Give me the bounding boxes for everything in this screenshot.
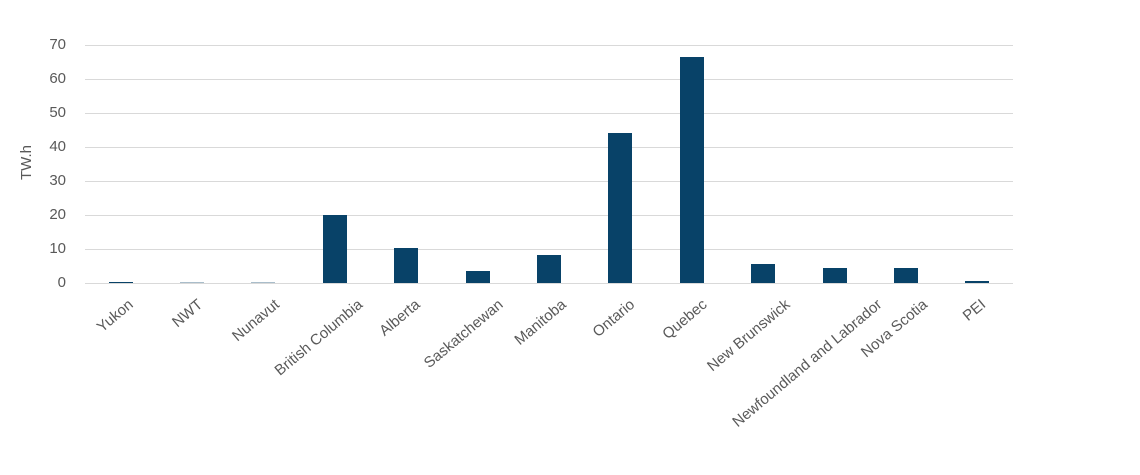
x-tick-label: Alberta	[376, 296, 424, 340]
bar	[109, 282, 133, 283]
x-tick-label: Quebec	[659, 296, 711, 343]
x-tick-label: Saskatchewan	[420, 296, 507, 372]
y-tick-label: 50	[49, 104, 66, 121]
bar	[751, 264, 775, 283]
bar	[466, 271, 490, 283]
gridline	[85, 249, 1013, 250]
x-tick-label: NWT	[168, 296, 207, 331]
y-tick-label: 60	[49, 70, 66, 87]
bar	[394, 248, 418, 283]
bar	[537, 255, 561, 283]
bar	[180, 282, 204, 283]
bar	[251, 282, 275, 283]
y-tick-label: 20	[49, 206, 66, 223]
y-tick-label: 30	[49, 172, 66, 189]
x-tick-label: Manitoba	[511, 296, 570, 349]
gridline	[85, 215, 1013, 216]
bar	[608, 133, 632, 283]
gridline	[85, 283, 1013, 284]
y-tick-label: 40	[49, 138, 66, 155]
x-tick-label: Nunavut	[229, 296, 283, 345]
bar	[680, 57, 704, 283]
gridline	[85, 147, 1013, 148]
gridline	[85, 113, 1013, 114]
x-tick-label: British Columbia	[271, 296, 367, 380]
y-tick-label: 10	[49, 240, 66, 257]
bar	[965, 281, 989, 283]
bar	[323, 215, 347, 283]
bar	[894, 268, 918, 283]
x-tick-label: New Brunswick	[703, 296, 794, 375]
bar	[823, 268, 847, 283]
gridline	[85, 79, 1013, 80]
x-tick-label: PEI	[959, 296, 990, 325]
y-tick-label: 0	[57, 274, 66, 291]
gridline	[85, 181, 1013, 182]
x-tick-label: Newfoundland and Labrador	[729, 296, 886, 431]
x-tick-label: Yukon	[93, 296, 137, 336]
y-tick-label: 70	[49, 36, 66, 53]
gridline	[85, 45, 1013, 46]
x-tick-label: Ontario	[589, 296, 639, 341]
